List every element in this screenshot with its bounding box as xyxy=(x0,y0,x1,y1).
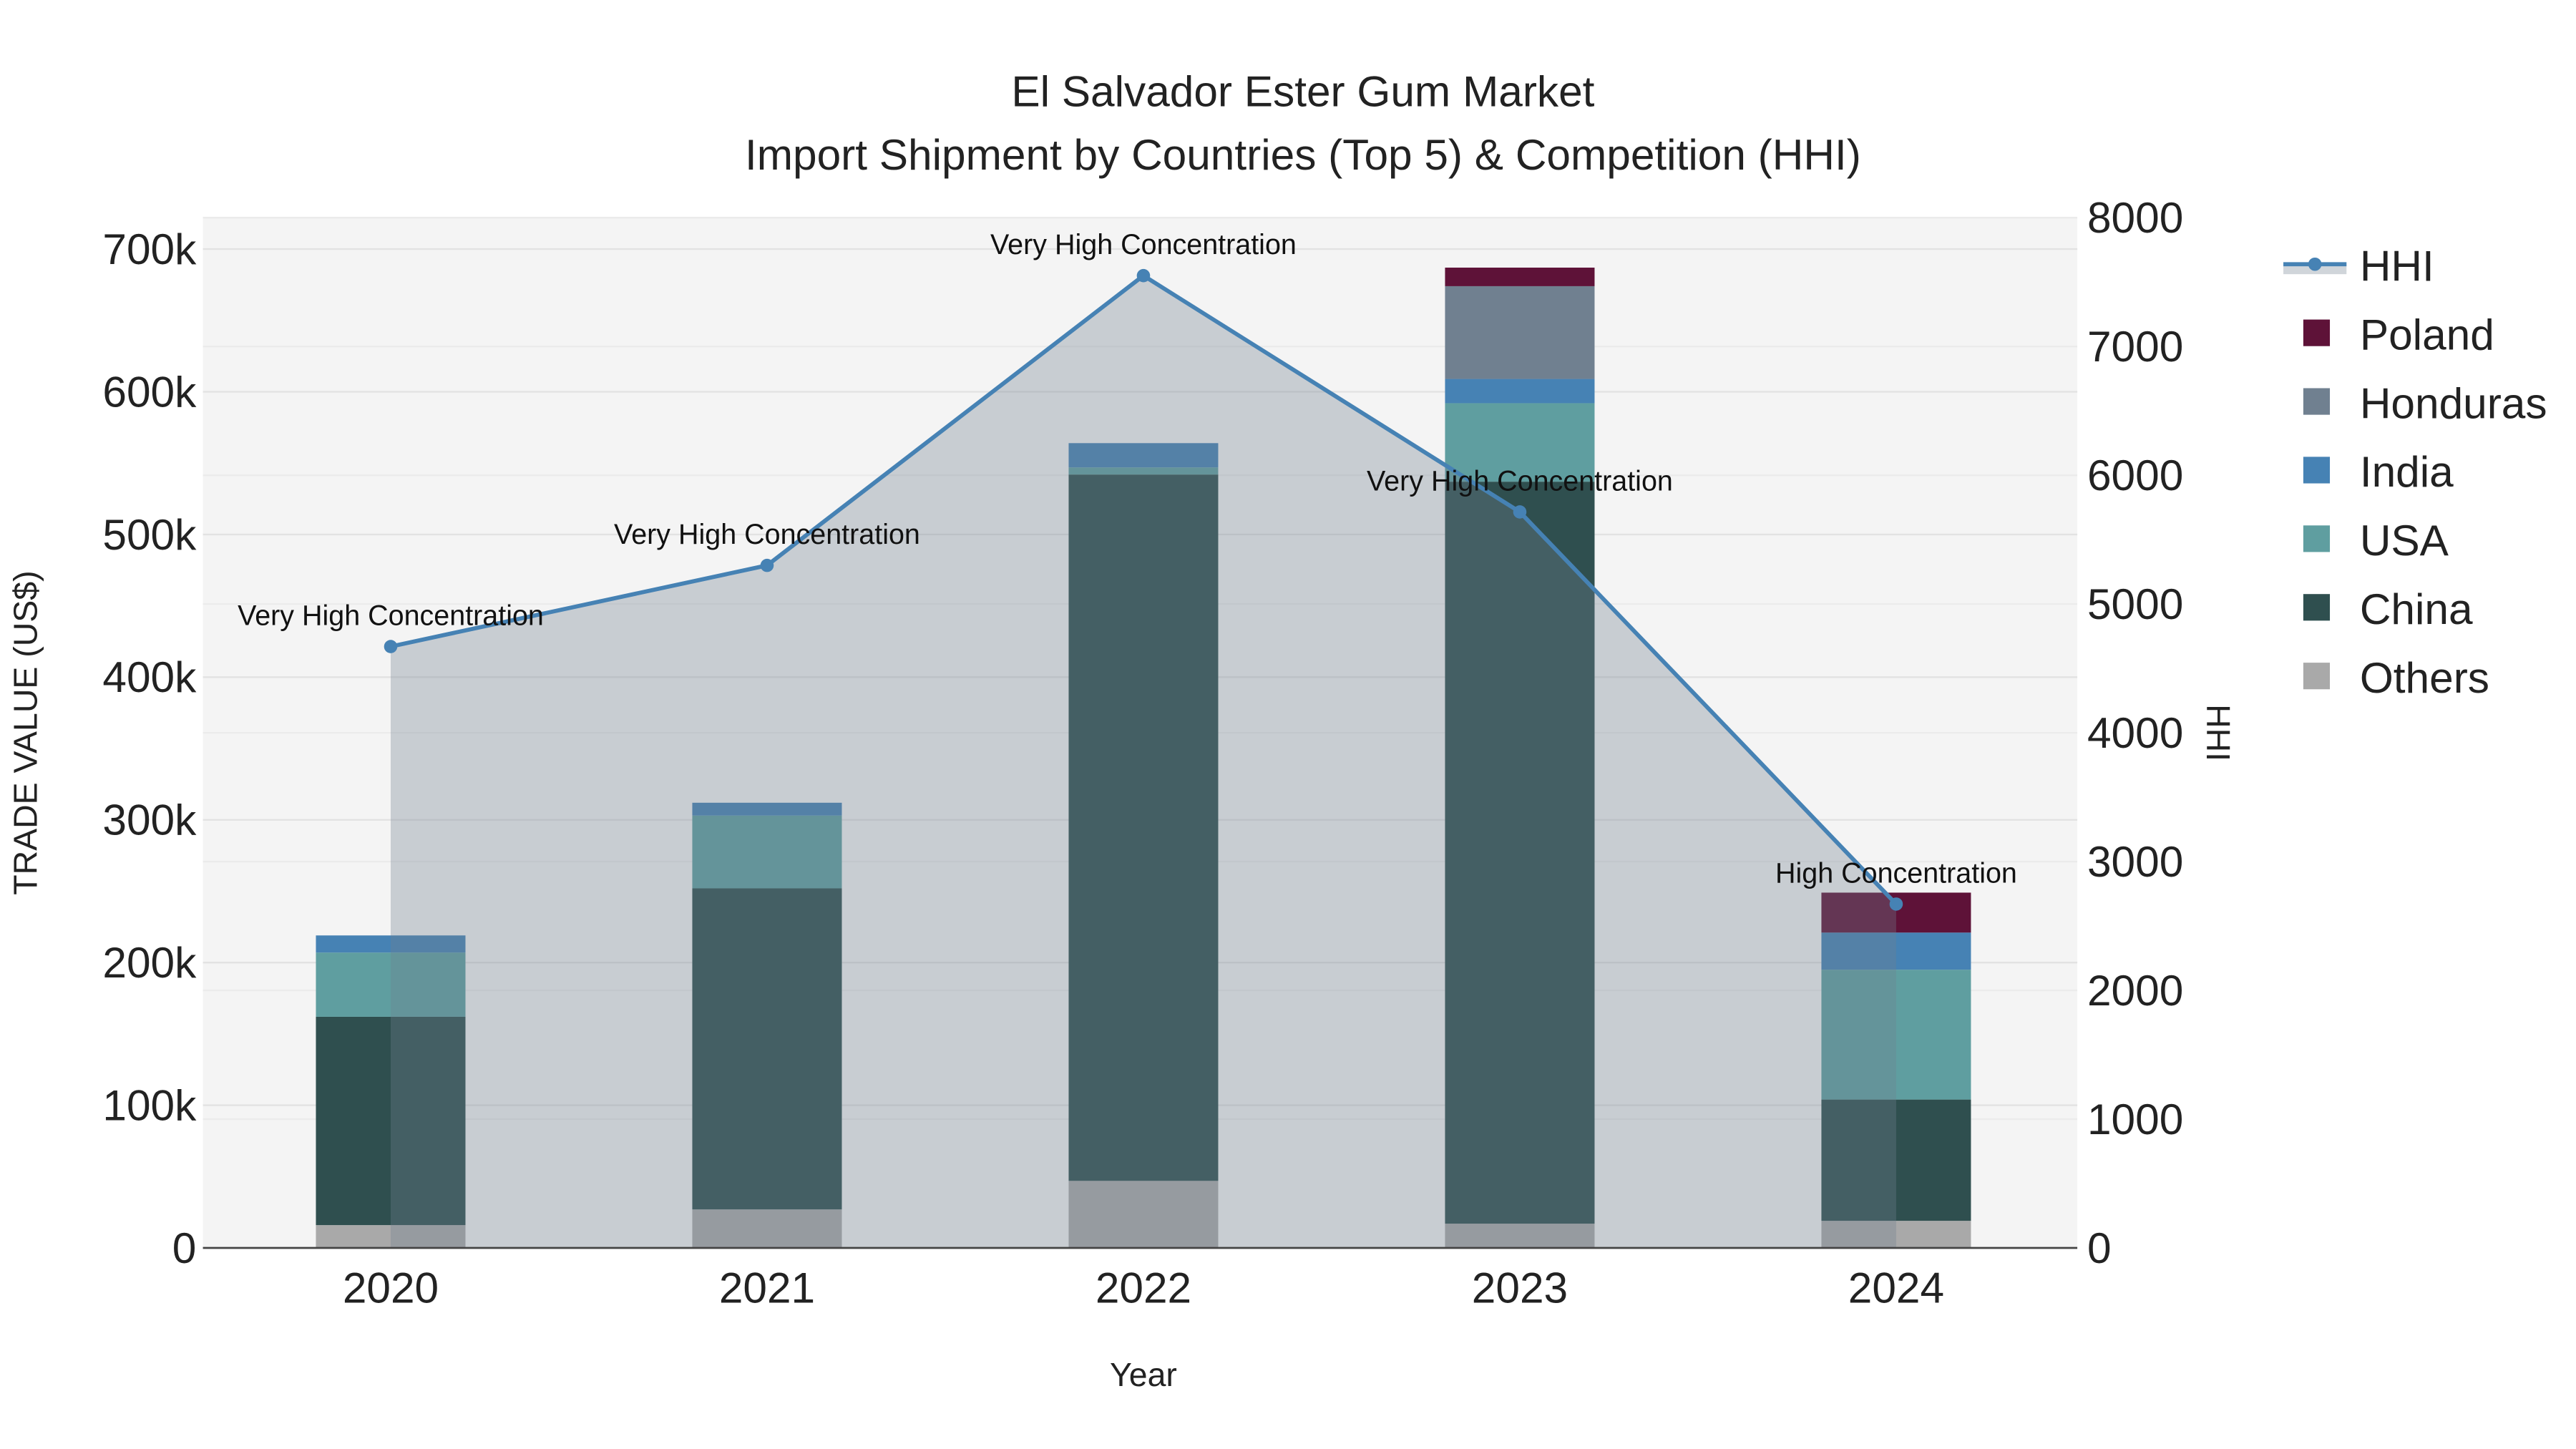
hhi-annotation: Very High Concentration xyxy=(238,600,544,631)
y2-tick-label: 7000 xyxy=(2087,322,2183,371)
y-tick-label: 700k xyxy=(102,225,197,273)
y2-tick-label: 4000 xyxy=(2087,708,2183,757)
legend-swatch xyxy=(2303,525,2331,552)
y2-axis-title: HHI xyxy=(2200,704,2237,761)
hhi-point xyxy=(384,640,398,653)
y2-tick-label: 2000 xyxy=(2087,966,2183,1015)
bar-poland-2023 xyxy=(1445,268,1595,286)
hhi-series: Very High Concentration Very High Concent… xyxy=(238,229,2017,1249)
bar-china-2020 xyxy=(316,1016,466,1226)
y2-tick-label: 0 xyxy=(2087,1224,2112,1272)
y2-tick-label: 3000 xyxy=(2087,837,2183,886)
bar-china-2024 xyxy=(1821,1099,1971,1221)
legend-item-others: Others xyxy=(2303,653,2489,702)
x-tick-label: 2020 xyxy=(343,1264,439,1312)
hhi-annotation: High Concentration xyxy=(1775,857,2017,889)
x-axis-title: Year xyxy=(1110,1356,1177,1393)
hhi-area xyxy=(390,275,1896,1249)
y-tick-label: 100k xyxy=(102,1080,197,1129)
y2-tick-label: 1000 xyxy=(2087,1095,2183,1143)
legend-item-honduras: Honduras xyxy=(2303,379,2547,427)
bar-china-2022 xyxy=(1068,474,1219,1181)
bar-china-2023 xyxy=(1445,482,1595,1224)
hhi-point xyxy=(1889,897,1903,911)
bars xyxy=(316,268,1971,1249)
bar-usa-2021 xyxy=(692,815,842,889)
bar-india-2020 xyxy=(316,935,466,953)
bar-honduras-2023 xyxy=(1445,286,1595,379)
hhi-annotation: Very High Concentration xyxy=(614,519,920,550)
legend-item-china: China xyxy=(2303,585,2473,633)
bar-usa-2022 xyxy=(1068,467,1219,475)
y-tick-label: 0 xyxy=(172,1224,197,1272)
bar-india-2022 xyxy=(1068,443,1219,468)
legend-swatch xyxy=(2303,663,2331,690)
legend-swatch xyxy=(2303,594,2331,621)
legend-label: China xyxy=(2360,585,2473,633)
x-tick-label: 2021 xyxy=(719,1264,815,1312)
legend-item-hhi: HHI xyxy=(2283,241,2434,290)
hhi-point xyxy=(1513,505,1527,519)
bar-china-2021 xyxy=(692,888,842,1210)
legend-label: Honduras xyxy=(2360,379,2547,427)
chart-subtitle: Import Shipment by Countries (Top 5) & C… xyxy=(745,130,1861,179)
hhi-annotation: Very High Concentration xyxy=(990,229,1297,260)
bar-india-2021 xyxy=(692,802,842,816)
x-tick-label: 2023 xyxy=(1472,1264,1568,1312)
bar-india-2023 xyxy=(1445,379,1595,404)
hhi-point xyxy=(1136,268,1151,283)
bar-others-2024 xyxy=(1821,1221,1971,1249)
legend-item-poland: Poland xyxy=(2303,310,2494,358)
y-tick-label: 600k xyxy=(102,367,197,416)
legend-item-india: India xyxy=(2303,447,2454,496)
y-tick-label: 200k xyxy=(102,938,197,987)
legend-swatch xyxy=(2303,319,2331,346)
x-tick-label: 2024 xyxy=(1848,1264,1944,1312)
legend-label: HHI xyxy=(2360,241,2434,290)
legend-hhi-marker xyxy=(2308,257,2322,271)
bar-usa-2020 xyxy=(316,952,466,1017)
bar-usa-2023 xyxy=(1445,403,1595,482)
bar-others-2022 xyxy=(1068,1181,1219,1249)
y-axis-title: TRADE VALUE (US$) xyxy=(6,570,44,894)
legend-label: Others xyxy=(2360,653,2489,702)
bar-others-2023 xyxy=(1445,1224,1595,1249)
y-tick-label: 400k xyxy=(102,653,197,701)
axes: 0 100k 200k 300k 400k 500k 600k 700k 0 1000 2000 30… xyxy=(102,193,2183,1312)
hhi-annotation: Very High Concentration xyxy=(1367,465,1673,497)
bar-india-2024 xyxy=(1821,932,1971,970)
bar-others-2021 xyxy=(692,1209,842,1249)
bar-others-2020 xyxy=(316,1225,466,1249)
bar-usa-2024 xyxy=(1821,970,1971,1100)
hhi-point xyxy=(760,558,774,572)
legend: HHI Poland Honduras India USA China Others xyxy=(2283,241,2547,702)
x-tick-label: 2022 xyxy=(1096,1264,1191,1312)
chart-title: El Salvador Ester Gum Market xyxy=(1011,67,1594,116)
y-tick-label: 500k xyxy=(102,510,197,559)
legend-item-usa: USA xyxy=(2303,516,2449,565)
y2-tick-label: 6000 xyxy=(2087,451,2183,499)
y2-tick-label: 8000 xyxy=(2087,193,2183,242)
legend-label: USA xyxy=(2360,516,2449,565)
y-tick-label: 300k xyxy=(102,796,197,844)
y2-tick-label: 5000 xyxy=(2087,580,2183,628)
legend-swatch xyxy=(2303,388,2331,415)
legend-label: Poland xyxy=(2360,310,2494,358)
legend-label: India xyxy=(2360,447,2454,496)
legend-swatch xyxy=(2303,457,2331,484)
